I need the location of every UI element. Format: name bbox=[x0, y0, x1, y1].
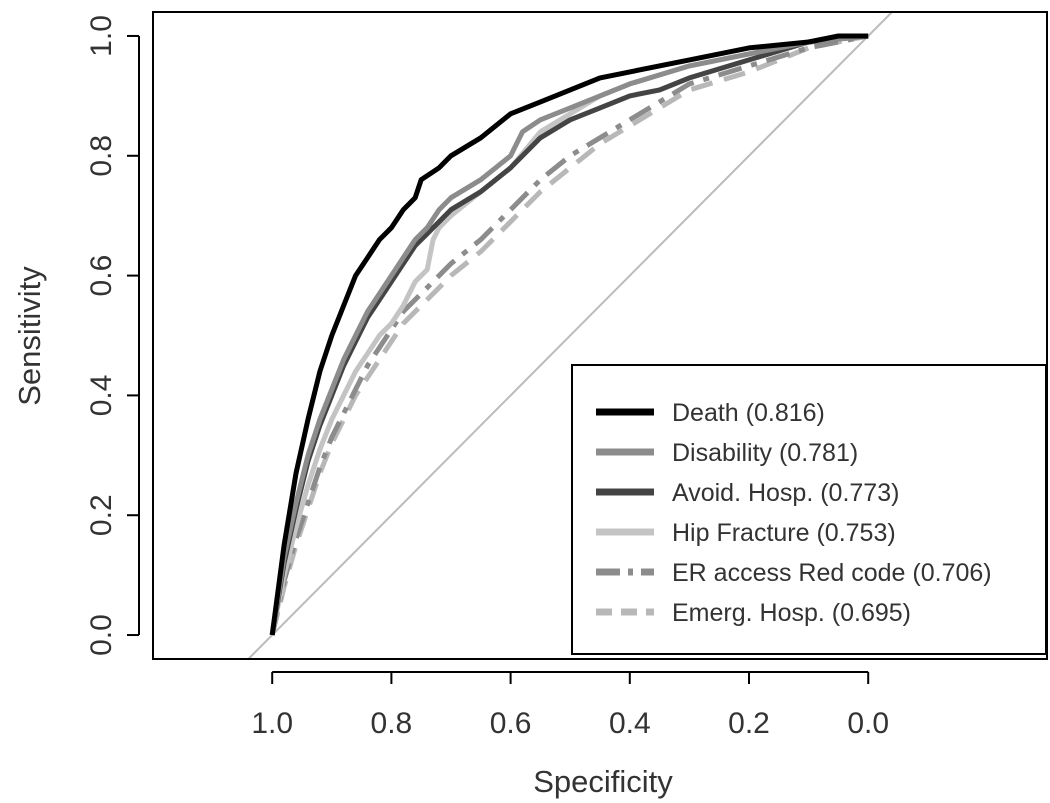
x-tick-label: 0.4 bbox=[609, 707, 651, 740]
legend-label: Disability (0.781) bbox=[672, 439, 858, 467]
legend-label: Emerg. Hosp. (0.695) bbox=[672, 599, 911, 627]
y-tick-label: 0.0 bbox=[85, 614, 118, 656]
reference-line-layer bbox=[247, 12, 893, 659]
legend-label: Death (0.816) bbox=[672, 399, 825, 427]
y-tick-label: 1.0 bbox=[85, 15, 118, 57]
series-layer bbox=[269, 33, 869, 636]
legend-items: Death (0.816) Disability (0.781) Avoid. Ho… bbox=[596, 399, 992, 627]
x-tick-label: 0.6 bbox=[490, 707, 532, 740]
y-axis-label: Sensitivity bbox=[12, 266, 47, 406]
plot-frame bbox=[152, 11, 1048, 660]
y-tick-label: 0.8 bbox=[85, 135, 118, 177]
reference-diagonal bbox=[247, 12, 893, 659]
y-axis: 0.0 0.2 0.4 0.6 0.8 1.0 bbox=[85, 15, 140, 656]
x-axis-label: Specificity bbox=[533, 764, 673, 799]
y-tick-label: 0.6 bbox=[85, 255, 118, 297]
y-tick-label: 0.2 bbox=[85, 494, 118, 536]
x-tick-label: 0.2 bbox=[728, 707, 770, 740]
series-line bbox=[269, 33, 869, 636]
legend: Death (0.816) Disability (0.781) Avoid. Ho… bbox=[571, 364, 1047, 655]
x-tick-label: 0.0 bbox=[847, 707, 889, 740]
series-line bbox=[269, 33, 869, 636]
y-tick-label: 0.4 bbox=[85, 375, 118, 417]
x-tick-label: 1.0 bbox=[251, 707, 293, 740]
series-line bbox=[269, 33, 869, 636]
x-tick-label: 0.8 bbox=[371, 707, 413, 740]
legend-label: Avoid. Hosp. (0.773) bbox=[672, 479, 899, 507]
legend-label: Hip Fracture (0.753) bbox=[672, 519, 896, 547]
x-axis: 1.0 0.8 0.6 0.4 0.2 0.0 bbox=[251, 671, 889, 740]
legend-label: ER access Red code (0.706) bbox=[672, 559, 992, 587]
series-line bbox=[269, 33, 869, 636]
